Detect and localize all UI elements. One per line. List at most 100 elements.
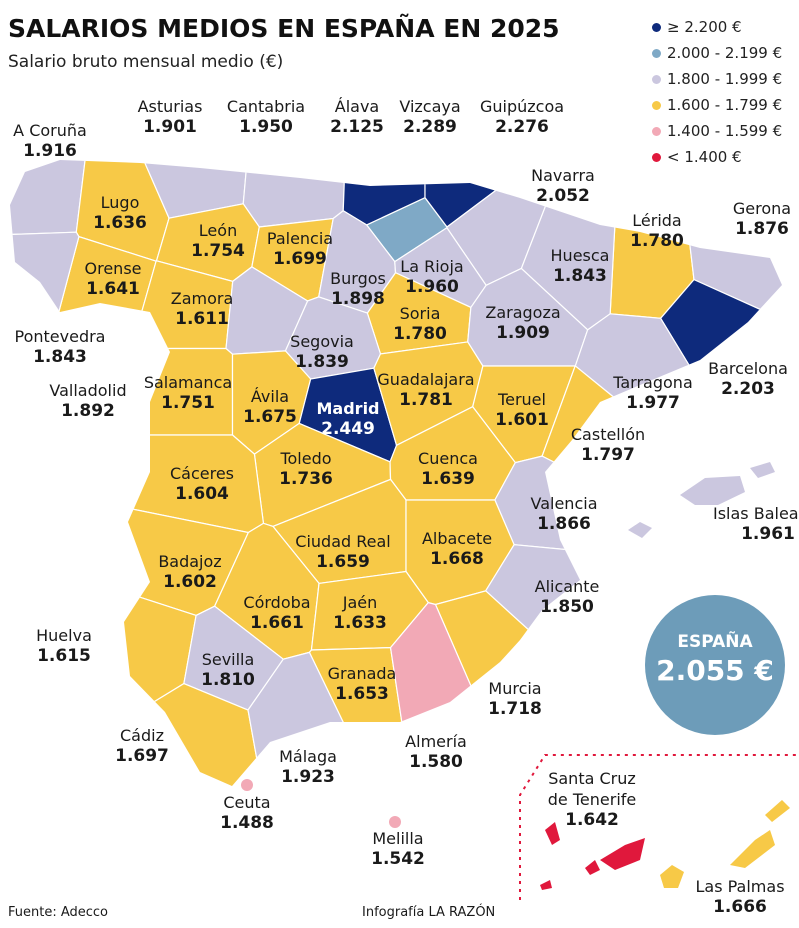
region-name: Sevilla	[201, 650, 255, 669]
region-name: Pontevedra	[14, 327, 106, 346]
region-label: Álava 2.125	[330, 96, 384, 138]
region-name: Ávila	[250, 387, 290, 406]
legend-item: ≥ 2.200 €	[652, 18, 742, 36]
legend-swatch	[652, 75, 661, 84]
region-label: Badajoz 1.602	[158, 551, 221, 593]
region-name: Salamanca	[143, 373, 233, 392]
region-label: Valladolid 1.892	[49, 380, 126, 422]
region-label: Granada 1.653	[328, 663, 397, 705]
national-badge	[645, 595, 785, 735]
region-name: Badajoz	[158, 552, 222, 571]
region-value: 1.604	[175, 484, 229, 504]
region-name: Las Palmas	[695, 877, 785, 896]
region-value: 1.780	[630, 231, 684, 251]
region-value: 1.960	[405, 277, 459, 297]
region-label: Cádiz 1.697	[115, 725, 169, 767]
region-name: Asturias	[137, 97, 203, 116]
canary-frame	[519, 754, 799, 900]
region-value: 1.488	[220, 813, 274, 833]
region-label: Palencia 1.699	[267, 228, 333, 270]
subtitle: Salario bruto mensual medio (€)	[8, 52, 284, 72]
region-value: 1.542	[371, 849, 425, 869]
region-label: Las Palmas 1.666	[695, 876, 784, 918]
region-name: Granada	[327, 664, 397, 683]
region-name: La Rioja	[400, 257, 464, 276]
region-name: Huelva	[36, 626, 92, 645]
region-value: 1.810	[201, 670, 255, 690]
legend-swatch	[652, 127, 661, 136]
legend-label: 1.600 - 1.799 €	[667, 96, 783, 114]
city-dot	[389, 816, 401, 828]
region-name: Barcelona	[708, 359, 788, 378]
legend-label: < 1.400 €	[667, 148, 742, 166]
region-name: Madrid	[316, 399, 380, 418]
region-value: 1.633	[333, 613, 387, 633]
region-name: Ceuta	[223, 793, 271, 812]
region-value: 1.850	[540, 597, 594, 617]
source: Fuente: Adecco	[8, 905, 109, 920]
island	[540, 880, 552, 890]
region-value: 1.602	[163, 572, 217, 592]
region-label: Madrid 2.449	[317, 398, 380, 440]
region-name: Teruel	[498, 390, 546, 409]
region-value: 1.961	[741, 524, 795, 544]
region-name: Burgos	[330, 269, 386, 288]
region-label: Pontevedra 1.843	[15, 326, 106, 368]
region-value: 1.781	[399, 390, 453, 410]
region-value: 1.751	[161, 393, 215, 413]
region-name: Huesca	[550, 246, 610, 265]
region-value: 1.780	[393, 324, 447, 344]
region-value: 1.611	[175, 309, 229, 329]
region-value: 1.839	[295, 352, 349, 372]
region-label: Lérida 1.780	[630, 210, 684, 252]
region-name: Jaén	[342, 593, 378, 612]
region-value: 1.866	[537, 514, 591, 534]
region-name: Toledo	[280, 449, 332, 468]
region-name: Valladolid	[49, 381, 127, 400]
island	[545, 822, 560, 845]
legend-label: 2.000 - 2.199 €	[667, 44, 783, 62]
region-name: Melilla	[372, 829, 424, 848]
region-value: 1.916	[23, 141, 77, 161]
legend-item: 1.800 - 1.999 €	[652, 70, 782, 88]
region-label: Albacete 1.668	[422, 528, 492, 570]
region-name: Orense	[84, 259, 142, 278]
region-name: Lérida	[632, 211, 682, 230]
region-value: 1.843	[33, 347, 87, 367]
region-name: Zamora	[170, 289, 234, 308]
region-label: Ciudad Real 1.659	[295, 531, 390, 573]
region-value: 1.923	[281, 767, 335, 787]
region-label: Navarra 2.052	[531, 165, 595, 207]
island	[660, 865, 684, 888]
region-label: Toledo 1.736	[279, 448, 333, 490]
region-value: 1.636	[93, 213, 147, 233]
region-label: Teruel 1.601	[495, 389, 549, 431]
region-name: Albacete	[421, 529, 493, 548]
region-label: Islas Baleares1.961	[713, 503, 799, 545]
island	[628, 522, 652, 538]
region-value: 1.668	[430, 549, 484, 569]
region-label: Huelva 1.615	[36, 625, 92, 667]
legend-swatch	[652, 49, 661, 58]
region-value: 1.898	[331, 289, 385, 309]
region-name: Cantabria	[226, 97, 306, 116]
region-value: 2.449	[321, 419, 375, 439]
region-name: Málaga	[279, 747, 337, 766]
region-name: Islas Baleares	[712, 504, 799, 523]
region-label: Soria 1.780	[393, 303, 447, 345]
region-label: Vizcaya 2.289	[399, 96, 460, 138]
region-label: Salamanca 1.751	[144, 372, 232, 414]
region-label: Ceuta 1.488	[220, 792, 274, 834]
region-name: Guipúzcoa	[479, 97, 565, 116]
region-name: Cuenca	[418, 449, 478, 468]
region-value: 1.754	[191, 241, 245, 261]
region-label: Cantabria 1.950	[227, 96, 305, 138]
region-value: 1.697	[115, 746, 169, 766]
region-label: Orense 1.641	[85, 258, 142, 300]
legend-swatch	[652, 153, 661, 162]
region-value: 1.699	[273, 249, 327, 269]
region-label: La Rioja 1.960	[400, 256, 463, 298]
region-label: A Coruña 1.916	[13, 120, 87, 162]
region-value: 1.876	[735, 219, 789, 239]
